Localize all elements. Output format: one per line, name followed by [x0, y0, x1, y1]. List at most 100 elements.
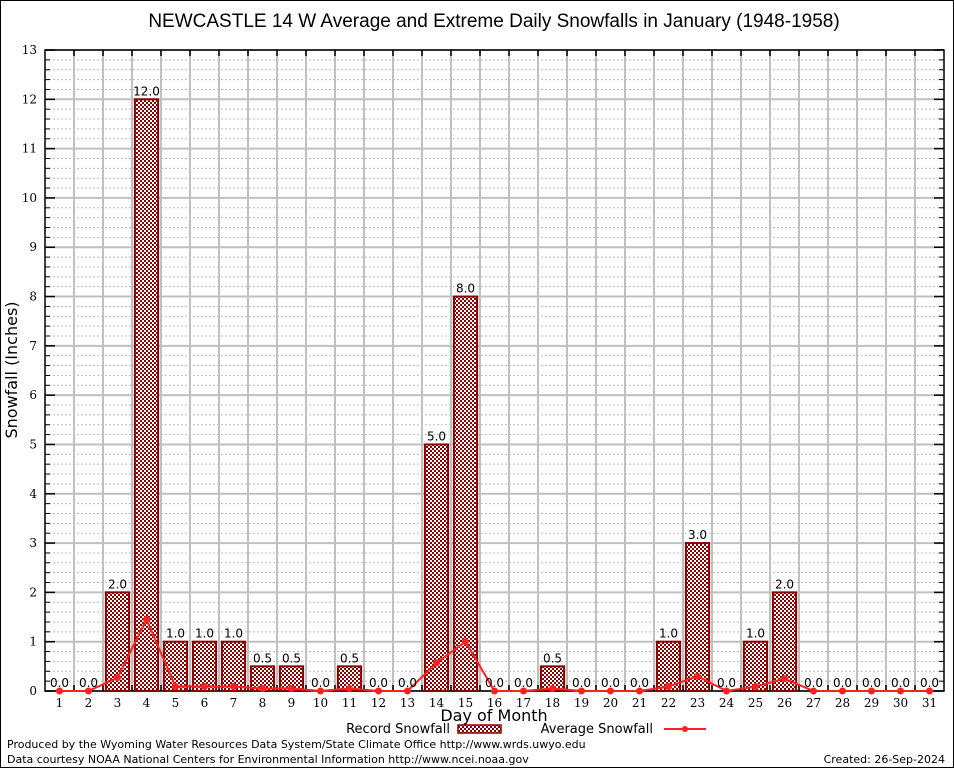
average-point: [868, 687, 875, 695]
y-axis-label: Snowfall (Inches): [2, 301, 21, 438]
x-tick-label: 4: [143, 696, 151, 710]
bar-data-label: 1.0: [746, 627, 765, 641]
footer-created-date: Created: 26-Sep-2024: [824, 753, 945, 766]
x-tick-label: 30: [893, 696, 908, 710]
average-point: [172, 683, 179, 691]
chart-title: NEWCASTLE 14 W Average and Extreme Daily…: [148, 11, 839, 32]
x-tick-label: 12: [371, 696, 386, 710]
x-tick-label: 15: [458, 696, 473, 710]
legend-record-swatch: [457, 724, 502, 734]
bar-data-label: 12.0: [133, 84, 160, 98]
x-tick-label: 26: [777, 696, 792, 710]
average-point: [752, 683, 759, 691]
x-tick-label: 17: [516, 696, 531, 710]
bar-data-label: 8.0: [456, 282, 475, 296]
bar-data-label: 1.0: [659, 627, 678, 641]
x-tick-label: 16: [487, 696, 502, 710]
x-tick-label: 27: [806, 696, 821, 710]
record-bar: [162, 640, 189, 693]
bar-data-label: 1.0: [166, 627, 185, 641]
y-tick-label: 1: [29, 635, 37, 649]
bar-data-label: 1.0: [224, 627, 243, 641]
y-tick-label: 5: [29, 437, 37, 451]
average-point: [433, 659, 440, 667]
x-tick-label: 19: [574, 696, 589, 710]
average-point: [375, 687, 382, 695]
bar-data-label: 0.5: [340, 651, 359, 665]
bar-data-label: 3.0: [688, 528, 707, 542]
average-point: [578, 687, 585, 695]
y-tick-label: 6: [29, 388, 37, 402]
record-bar: [771, 591, 798, 693]
average-point: [665, 683, 672, 691]
grid: [44, 49, 945, 692]
average-point: [839, 687, 846, 695]
bar-data-label: 0.0: [79, 676, 98, 690]
bar-data-label: 1.0: [195, 627, 214, 641]
bar-data-label: 0.0: [717, 676, 736, 690]
record-bar: [423, 443, 450, 693]
y-tick-label: 13: [22, 43, 37, 57]
x-tick-labels: 1 2 3 4 5 6 7 8 9 10 11 12 13 14 15 16 17 18 19 20 21 22 23 24 2…: [56, 696, 937, 710]
record-bar: [133, 98, 160, 693]
bar-data-label: 0.0: [833, 676, 852, 690]
x-tick-label: 10: [313, 696, 328, 710]
average-point: [288, 685, 295, 693]
average-point: [636, 687, 643, 695]
average-line: [56, 616, 933, 695]
bar-data-label: 0.0: [920, 676, 939, 690]
bar-data-label: 0.0: [862, 676, 881, 690]
x-tick-label: 6: [201, 696, 209, 710]
average-point: [549, 685, 556, 693]
average-point: [114, 674, 121, 682]
data-labels: 0.0 0.0 2.0 12.0 1.0 1.0 1.0 0.5 0.5 0.0 0.5 0.0 0.0…: [50, 84, 939, 690]
x-tick-label: 29: [864, 696, 879, 710]
x-tick-label: 25: [748, 696, 763, 710]
x-tick-label: 28: [835, 696, 850, 710]
x-tick-label: 3: [114, 696, 122, 710]
average-point: [781, 675, 788, 683]
y-tick-label: 0: [29, 684, 37, 698]
bar-data-label: 0.0: [514, 676, 533, 690]
average-point: [201, 683, 208, 691]
y-tick-label: 3: [29, 536, 37, 550]
average-point: [230, 683, 237, 691]
record-bar: [452, 295, 479, 692]
x-tick-label: 13: [400, 696, 415, 710]
average-point: [723, 687, 730, 695]
average-point: [56, 687, 63, 695]
average-point: [85, 687, 92, 695]
average-point: [810, 687, 817, 695]
bar-data-label: 0.0: [804, 676, 823, 690]
x-tick-label: 18: [545, 696, 560, 710]
legend-average-label: Average Snowfall: [541, 722, 653, 737]
x-tick-label: 31: [922, 696, 937, 710]
bar-data-label: 5.0: [427, 429, 446, 443]
record-bar: [684, 542, 711, 692]
bar-data-label: 0.0: [601, 676, 620, 690]
bar-data-label: 0.0: [630, 676, 649, 690]
bar-data-label: 0.0: [572, 676, 591, 690]
average-point: [317, 687, 324, 695]
bar-data-label: 2.0: [108, 577, 127, 591]
average-point: [897, 687, 904, 695]
record-bar: [191, 640, 218, 693]
legend-record-label: Record Snowfall: [346, 722, 450, 737]
x-tick-label: 8: [259, 696, 267, 710]
x-tick-label: 5: [172, 696, 180, 710]
average-point: [462, 638, 469, 646]
y-tick-label: 10: [22, 191, 37, 205]
legend-average-marker: [682, 726, 688, 732]
bar-data-label: 0.0: [485, 676, 504, 690]
bar-data-label: 0.5: [282, 651, 301, 665]
bar-data-label: 2.0: [775, 577, 794, 591]
record-bar: [742, 640, 769, 693]
bar-data-label: 0.5: [253, 651, 272, 665]
average-point: [926, 687, 933, 695]
x-tick-label: 1: [56, 696, 64, 710]
record-bar: [220, 640, 247, 693]
x-tick-label: 23: [690, 696, 705, 710]
bar-data-label: 0.5: [543, 651, 562, 665]
